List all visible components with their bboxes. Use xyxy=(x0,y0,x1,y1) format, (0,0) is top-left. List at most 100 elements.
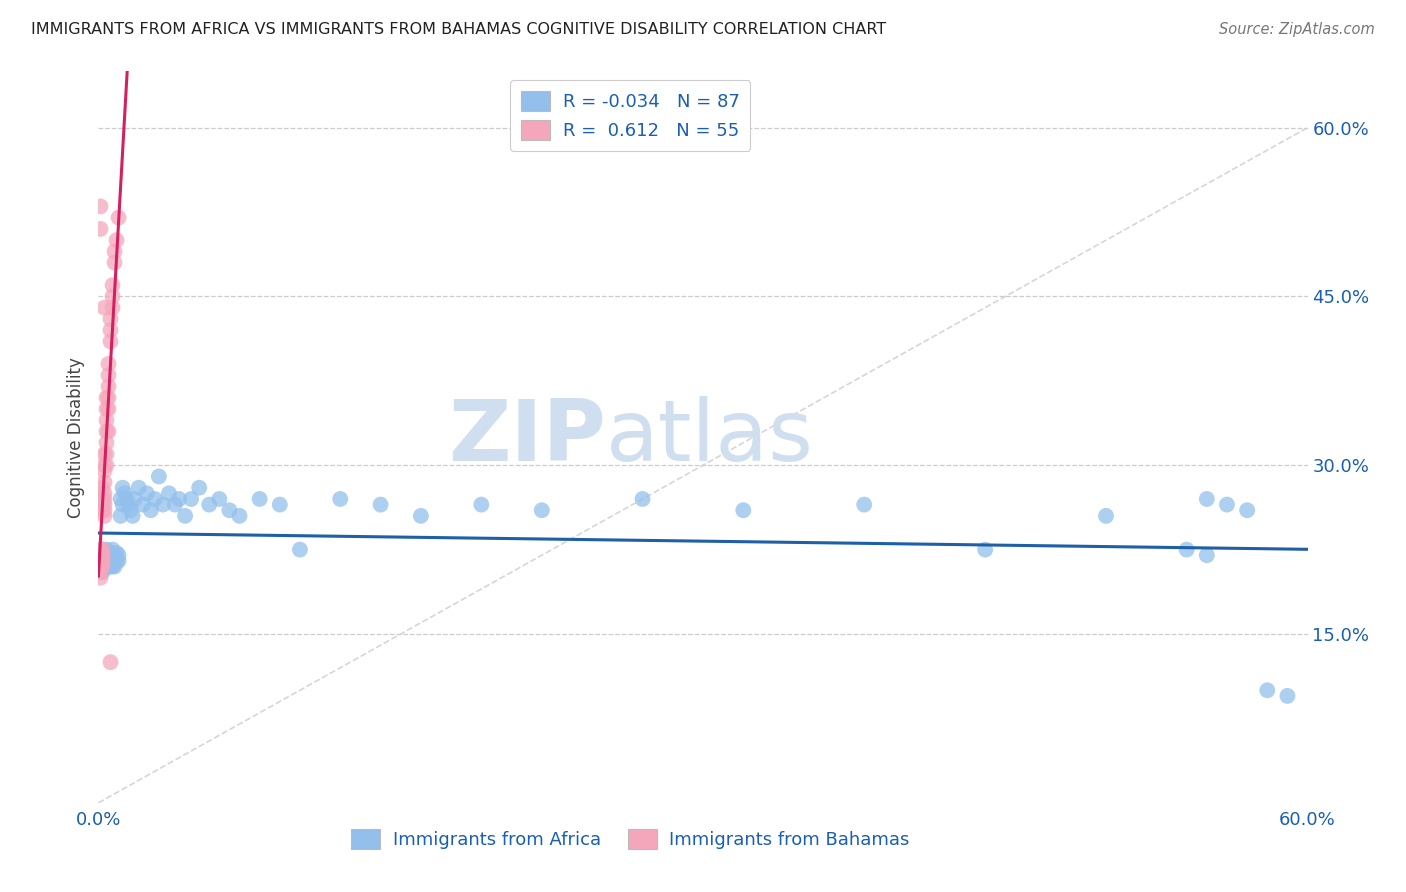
Point xyxy=(96,391,118,405)
Point xyxy=(97,401,120,416)
Point xyxy=(1236,503,1258,517)
Point xyxy=(139,503,162,517)
Point xyxy=(97,425,120,439)
Point xyxy=(101,289,124,303)
Point xyxy=(101,278,124,293)
Point xyxy=(91,554,114,568)
Point xyxy=(89,546,111,560)
Point xyxy=(93,503,115,517)
Point xyxy=(89,562,111,576)
Point xyxy=(180,491,202,506)
Point xyxy=(93,447,115,461)
Point xyxy=(208,491,231,506)
Point xyxy=(132,498,155,512)
Point xyxy=(105,233,128,247)
Text: IMMIGRANTS FROM AFRICA VS IMMIGRANTS FROM BAHAMAS COGNITIVE DISABILITY CORRELATI: IMMIGRANTS FROM AFRICA VS IMMIGRANTS FRO… xyxy=(31,22,886,37)
Point xyxy=(93,301,115,315)
Text: Source: ZipAtlas.com: Source: ZipAtlas.com xyxy=(1219,22,1375,37)
Point xyxy=(89,554,111,568)
Point xyxy=(128,481,150,495)
Point xyxy=(89,222,111,236)
Point xyxy=(288,542,311,557)
Point xyxy=(100,554,122,568)
Point xyxy=(97,368,120,383)
Point xyxy=(93,559,115,574)
Point xyxy=(89,550,111,565)
Point xyxy=(111,498,134,512)
Text: ZIP: ZIP xyxy=(449,395,606,479)
Point xyxy=(135,486,157,500)
Point xyxy=(93,554,115,568)
Point xyxy=(91,550,114,565)
Point xyxy=(91,565,114,579)
Point xyxy=(93,486,115,500)
Point xyxy=(1216,498,1239,512)
Point xyxy=(97,379,120,393)
Point xyxy=(91,542,114,557)
Point xyxy=(174,508,197,523)
Point xyxy=(167,491,190,506)
Point xyxy=(163,498,186,512)
Point xyxy=(110,508,132,523)
Point xyxy=(91,548,114,562)
Point xyxy=(100,655,122,669)
Point xyxy=(91,542,114,557)
Point xyxy=(103,255,125,269)
Point xyxy=(120,503,142,517)
Point xyxy=(470,498,492,512)
Point xyxy=(107,211,129,225)
Point xyxy=(93,458,115,473)
Point xyxy=(157,486,180,500)
Point xyxy=(89,559,111,574)
Point xyxy=(93,464,115,478)
Text: atlas: atlas xyxy=(606,395,814,479)
Point xyxy=(91,546,114,560)
Point xyxy=(409,508,432,523)
Point xyxy=(103,559,125,574)
Point xyxy=(1195,548,1218,562)
Point xyxy=(96,401,118,416)
Point xyxy=(97,559,120,574)
Point xyxy=(97,357,120,371)
Point xyxy=(218,503,240,517)
Point xyxy=(188,481,211,495)
Point xyxy=(96,548,118,562)
Point xyxy=(91,550,114,565)
Point xyxy=(1175,542,1198,557)
Point xyxy=(329,491,352,506)
Point xyxy=(97,546,120,560)
Point xyxy=(105,546,128,560)
Point xyxy=(198,498,221,512)
Point xyxy=(93,550,115,565)
Point xyxy=(100,334,122,349)
Point xyxy=(97,550,120,565)
Point xyxy=(93,498,115,512)
Point xyxy=(93,475,115,489)
Point xyxy=(91,558,114,572)
Point xyxy=(93,491,115,506)
Point xyxy=(96,413,118,427)
Point xyxy=(96,554,118,568)
Legend: Immigrants from Africa, Immigrants from Bahamas: Immigrants from Africa, Immigrants from … xyxy=(340,818,921,860)
Point xyxy=(89,550,111,565)
Point xyxy=(89,546,111,560)
Point xyxy=(101,301,124,315)
Point xyxy=(97,391,120,405)
Point xyxy=(97,554,120,568)
Point xyxy=(370,498,392,512)
Point xyxy=(530,503,553,517)
Point xyxy=(733,503,755,517)
Point xyxy=(89,542,111,557)
Point xyxy=(249,491,271,506)
Point xyxy=(89,559,111,574)
Point xyxy=(96,542,118,557)
Point xyxy=(91,554,114,568)
Point xyxy=(93,508,115,523)
Point xyxy=(100,323,122,337)
Point xyxy=(107,554,129,568)
Point xyxy=(96,425,118,439)
Point xyxy=(103,244,125,259)
Point xyxy=(111,481,134,495)
Point xyxy=(107,548,129,562)
Point xyxy=(89,548,111,562)
